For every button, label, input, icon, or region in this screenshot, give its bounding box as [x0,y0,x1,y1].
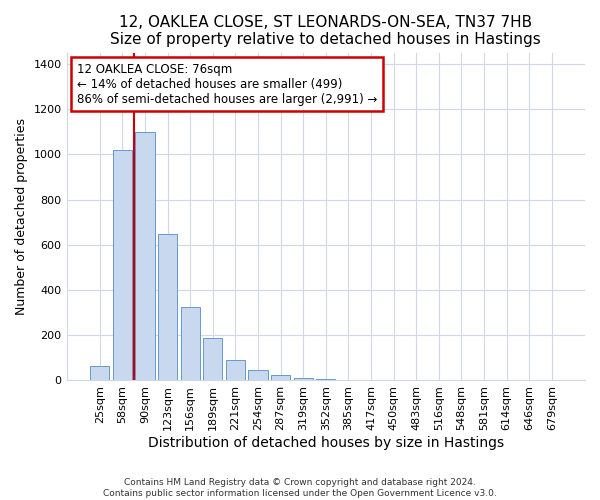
Bar [136,132,155,380]
X-axis label: Distribution of detached houses by size in Hastings: Distribution of detached houses by size … [148,436,504,450]
Bar [226,360,245,380]
Title: 12, OAKLEA CLOSE, ST LEONARDS-ON-SEA, TN37 7HB
Size of property relative to deta: 12, OAKLEA CLOSE, ST LEONARDS-ON-SEA, TN… [110,15,541,48]
Bar [248,370,268,380]
Bar [293,378,313,380]
Bar [90,366,109,380]
Bar [203,338,223,380]
Bar [113,150,132,380]
Text: 12 OAKLEA CLOSE: 76sqm
← 14% of detached houses are smaller (499)
86% of semi-de: 12 OAKLEA CLOSE: 76sqm ← 14% of detached… [77,62,377,106]
Text: Contains HM Land Registry data © Crown copyright and database right 2024.
Contai: Contains HM Land Registry data © Crown c… [103,478,497,498]
Bar [158,234,177,380]
Bar [181,307,200,380]
Bar [271,376,290,380]
Y-axis label: Number of detached properties: Number of detached properties [15,118,28,315]
